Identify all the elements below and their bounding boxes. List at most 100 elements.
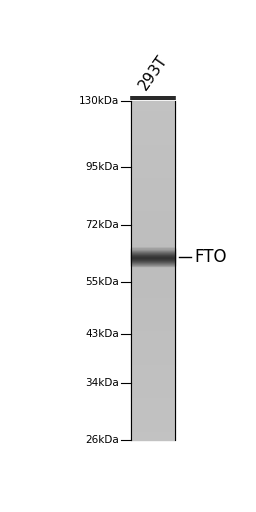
Bar <box>131 439 175 440</box>
Bar <box>131 261 175 263</box>
Bar <box>131 410 175 411</box>
Bar <box>131 221 175 222</box>
Bar <box>131 300 175 301</box>
Bar <box>131 137 175 138</box>
Bar <box>131 302 175 303</box>
Bar <box>131 209 175 210</box>
Bar <box>131 144 175 145</box>
Bar <box>131 227 175 228</box>
Bar <box>131 120 175 121</box>
Bar <box>131 380 175 381</box>
Bar <box>131 425 175 426</box>
Bar <box>131 336 175 337</box>
Bar <box>131 335 175 336</box>
Text: 26kDa: 26kDa <box>86 435 119 445</box>
Bar <box>131 259 175 260</box>
Bar <box>131 159 175 160</box>
Bar <box>131 421 175 422</box>
Bar <box>131 147 175 148</box>
Bar <box>131 249 175 250</box>
Bar <box>131 286 175 287</box>
Bar <box>131 268 175 269</box>
Bar <box>131 358 175 359</box>
Bar <box>131 236 175 237</box>
Bar <box>131 168 175 170</box>
Bar <box>131 280 175 281</box>
Bar <box>131 363 175 364</box>
Bar <box>131 310 175 311</box>
Bar <box>131 374 175 375</box>
Bar <box>131 201 175 203</box>
Bar <box>131 368 175 369</box>
Bar <box>131 154 175 155</box>
Bar <box>131 315 175 317</box>
Bar <box>131 211 175 213</box>
Bar <box>131 242 175 243</box>
Bar <box>131 220 175 221</box>
Bar <box>131 233 175 234</box>
Bar <box>131 150 175 151</box>
Bar <box>131 296 175 297</box>
Bar <box>131 402 175 404</box>
Bar <box>131 350 175 351</box>
Bar <box>131 197 175 198</box>
Bar <box>131 382 175 383</box>
Bar <box>131 364 175 366</box>
Bar <box>131 401 175 402</box>
Bar <box>131 390 175 391</box>
Bar <box>131 429 175 430</box>
Bar <box>131 307 175 308</box>
Bar <box>131 247 175 248</box>
Bar <box>131 329 175 330</box>
Bar <box>131 126 175 127</box>
Bar <box>131 103 175 104</box>
Bar <box>131 431 175 432</box>
Bar <box>131 405 175 406</box>
Bar <box>131 226 175 227</box>
Bar <box>131 255 175 257</box>
Bar <box>131 172 175 173</box>
Bar <box>131 217 175 219</box>
Bar <box>131 104 175 105</box>
Bar <box>131 155 175 156</box>
Text: 43kDa: 43kDa <box>86 329 119 339</box>
Bar <box>131 352 175 353</box>
Bar <box>131 331 175 333</box>
Bar <box>131 319 175 320</box>
Bar <box>131 105 175 106</box>
Text: 95kDa: 95kDa <box>86 162 119 172</box>
Bar <box>131 342 175 343</box>
Bar <box>131 361 175 362</box>
Bar <box>131 136 175 137</box>
Bar <box>131 340 175 342</box>
Bar <box>131 204 175 205</box>
Bar <box>131 171 175 172</box>
Bar <box>131 135 175 136</box>
Bar <box>131 399 175 400</box>
Bar <box>131 419 175 421</box>
Bar <box>131 111 175 112</box>
Bar <box>131 311 175 312</box>
Bar <box>131 230 175 231</box>
Bar <box>131 186 175 187</box>
Bar <box>131 134 175 135</box>
Bar <box>131 162 175 163</box>
Bar <box>131 129 175 130</box>
Bar <box>131 373 175 374</box>
Bar <box>131 400 175 401</box>
Bar <box>131 346 175 347</box>
Bar <box>131 163 175 164</box>
Bar <box>131 225 175 226</box>
Bar <box>131 140 175 141</box>
Bar <box>131 191 175 193</box>
Bar <box>131 378 175 379</box>
Bar <box>131 270 175 271</box>
Bar <box>131 298 175 300</box>
Bar <box>131 188 175 189</box>
Bar <box>131 114 175 116</box>
Bar <box>131 418 175 419</box>
Text: 130kDa: 130kDa <box>79 96 119 106</box>
Bar <box>131 164 175 165</box>
Bar <box>131 407 175 408</box>
Bar <box>131 238 175 239</box>
